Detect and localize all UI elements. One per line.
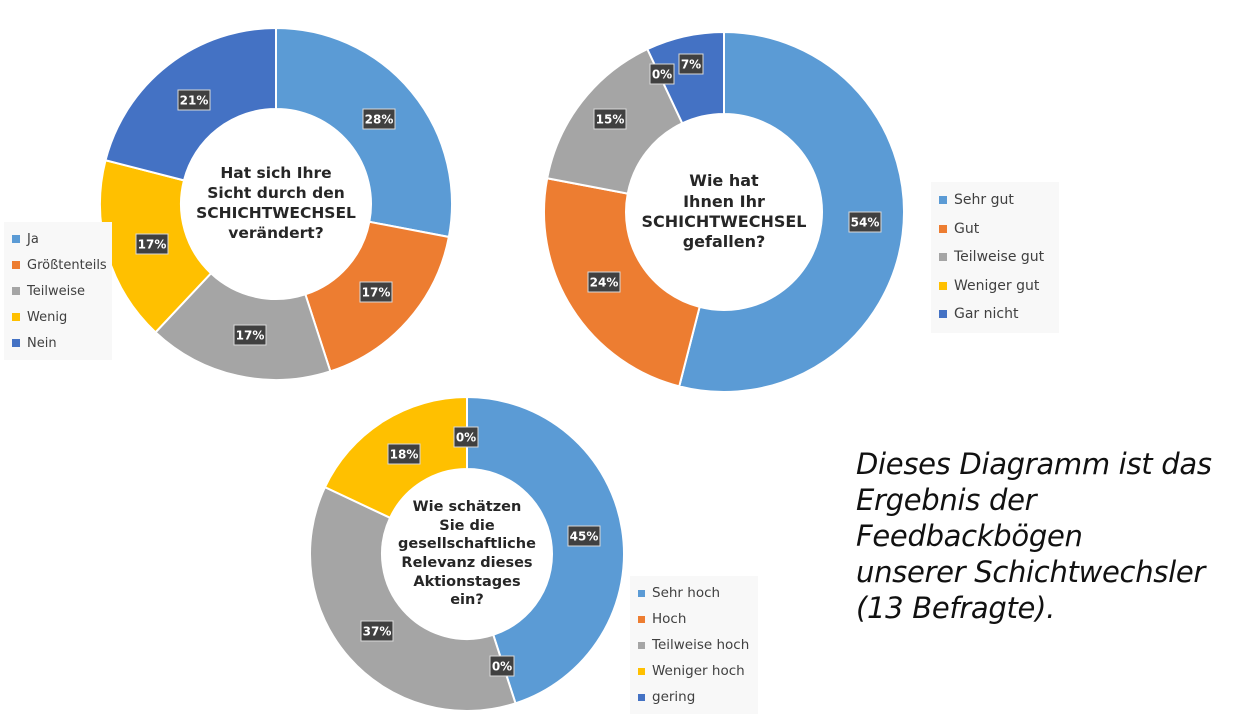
legend-swatch [12,235,20,243]
legend-item-sehr-hoch: Sehr hoch [638,580,750,606]
legend-label: gering [652,689,696,705]
legend-label: Teilweise [27,283,85,299]
svg-text:45%: 45% [570,530,599,544]
svg-text:0%: 0% [652,68,672,82]
legend-label: Nein [27,335,57,351]
data-label-nein: 21% [177,89,211,111]
legend-item-weniger-gut: Weniger gut [939,272,1051,301]
legend-swatch [939,196,947,205]
slice-gut [543,177,701,388]
data-label-sehr-gut: 54% [848,211,882,233]
svg-text:24%: 24% [590,276,619,290]
legend-swatch [939,253,947,262]
legend-item-teilweise: Teilweise [12,278,104,304]
legend-item-teilweise-gut: Teilweise gut [939,243,1051,272]
data-label-gar-nicht: 7% [678,53,704,75]
legend-item-hoch: Hoch [638,606,750,632]
legend-label: Ja [27,231,39,247]
legend-item-weniger-hoch: Weniger hoch [638,658,750,684]
legend-swatch [638,615,645,623]
slice-sehr-hoch [466,395,625,705]
legend-label: Teilweise hoch [652,637,750,653]
legend-swatch [12,287,20,295]
svg-text:17%: 17% [362,286,391,300]
legend-item-ja: Ja [12,226,104,252]
data-label-groesstenteils: 17% [359,281,393,303]
legend-swatch [939,310,947,319]
slice-ja [275,26,453,239]
svg-text:21%: 21% [180,94,209,108]
legend-swatch [12,313,20,321]
data-label-teilweise: 17% [233,324,267,346]
slice-teilweise-hoch [309,485,517,712]
svg-text:15%: 15% [596,113,625,127]
legend-label: Wenig [27,309,68,325]
svg-text:7%: 7% [681,58,701,72]
legend-item-sehr-gut: Sehr gut [939,186,1051,215]
legend-label: Sehr hoch [652,585,721,601]
chart-legend: Sehr gut Gut Teilweise gut Weniger gut Gar n… [931,182,1059,333]
legend-swatch [638,693,645,701]
feedback-note: Dieses Diagramm ist das Ergebnis der Fee… [856,447,1212,625]
svg-text:0%: 0% [456,431,476,445]
legend-swatch [12,339,20,347]
legend-swatch [638,589,645,597]
data-label-weniger-gut: 0% [649,63,675,85]
legend-item-gar-nicht: Gar nicht [939,300,1051,329]
svg-text:0%: 0% [492,660,512,674]
data-label-sehr-hoch: 45% [567,525,601,547]
chart-center-title: Wie schätzen Sie die gesellschaftliche R… [398,499,536,609]
legend-label: Hoch [652,611,687,627]
chart-center-title: Wie hat Ihnen Ihr SCHICHTWECHSEL gefalle… [641,171,807,252]
legend-item-groesstenteils: Größtenteils [12,252,107,278]
legend-item-nein: Nein [12,330,104,356]
data-label-hoch: 0% [489,655,515,677]
chart-center-title: Hat sich Ihre Sicht durch den SCHICHTWEC… [196,164,356,242]
chart-legend: Ja Größtenteils Teilweise Wenig Nein [4,222,112,360]
legend-label: Weniger gut [954,277,1040,294]
legend-swatch [12,261,20,269]
legend-swatch [939,224,947,233]
slice-sehr-gut [678,30,905,393]
svg-text:54%: 54% [851,216,880,230]
slice-gar-nicht [646,30,725,125]
legend-item-wenig: Wenig [12,304,104,330]
svg-text:37%: 37% [363,625,392,639]
legend-item-teilweise-hoch: Teilweise hoch [638,632,750,658]
svg-text:28%: 28% [365,113,394,127]
data-label-teilweise-hoch: 37% [360,620,394,642]
data-label-gut: 24% [587,271,621,293]
legend-item-gut: Gut [939,215,1051,244]
data-label-teilweise-gut: 15% [593,108,627,130]
legend-swatch [939,281,947,290]
legend-label: Gut [954,220,980,237]
chart-legend: Sehr hoch Hoch Teilweise hoch Weniger hoch g… [630,576,758,714]
svg-text:18%: 18% [390,448,419,462]
svg-text:17%: 17% [138,238,167,252]
svg-text:17%: 17% [236,329,265,343]
legend-swatch [638,667,645,675]
legend-label: Größtenteils [27,257,107,273]
data-label-weniger-hoch: 18% [387,443,421,465]
legend-swatch [638,641,645,649]
data-label-gering: 0% [453,426,479,448]
legend-item-gering: gering [638,684,750,710]
data-label-wenig: 17% [135,233,169,255]
data-label-ja: 28% [362,108,396,130]
legend-label: Gar nicht [954,306,1019,323]
legend-label: Teilweise gut [954,249,1045,266]
legend-label: Weniger hoch [652,663,745,679]
legend-label: Sehr gut [954,192,1014,209]
